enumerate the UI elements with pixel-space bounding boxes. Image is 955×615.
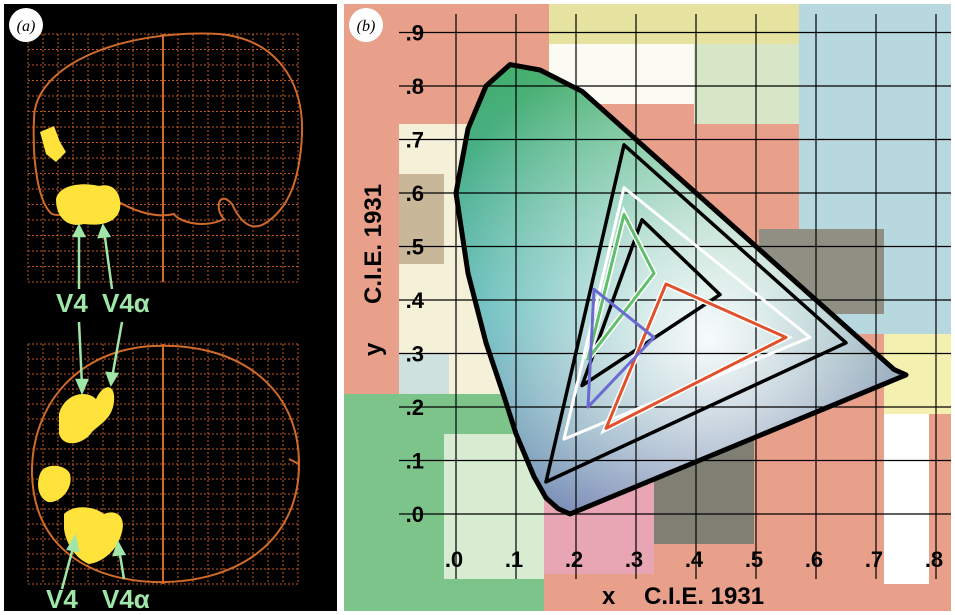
y-tick-label: .3 [406, 342, 424, 367]
y-tick-label: .8 [406, 74, 424, 99]
cie-chromaticity-panel: .0 .1 .2 .3 .4 .5 .6 .7 .8 .0 .1 .2 .3 .4 .5 .6 .7 .8 .9 (… [344, 4, 951, 611]
spectral-locus-outline [453, 62, 909, 517]
brain-glass-view-panel: (a) V4 V4α V4 V4α [4, 4, 337, 611]
gamut-triangle-green [586, 212, 656, 361]
brain-maps-svg: (a) V4 V4α V4 V4α [9, 8, 304, 611]
tick-labels: .0 .1 .2 .3 .4 .5 .6 .7 .8 .0 .1 .2 .3 .4 .5 .6 .7 .8 .9 [406, 21, 944, 573]
gamut-triangles [544, 143, 848, 484]
gamut-triangle-black [544, 143, 848, 484]
y-tick-label: .7 [406, 128, 424, 153]
x-tick-label: .3 [625, 547, 643, 572]
y-tick-label: .1 [406, 449, 424, 474]
sagittal-blob-v4 [56, 184, 121, 225]
x-tick-label: .2 [565, 547, 583, 572]
cie-diagram-svg: .0 .1 .2 .3 .4 .5 .6 .7 .8 .0 .1 .2 .3 .4 .5 .6 .7 .8 .9 (… [344, 4, 951, 611]
y-tick-label: .0 [406, 502, 424, 527]
y-tick-label: .6 [406, 181, 424, 206]
x-tick-label: .5 [745, 547, 763, 572]
x-tick-label: .8 [925, 547, 943, 572]
axial-blob-mid [38, 465, 71, 503]
y-tick-label: .2 [406, 395, 424, 420]
x-axis-label: C.I.E. 1931 [644, 583, 764, 610]
x-tick-label: .6 [805, 547, 823, 572]
y-axis-variable: y [360, 342, 387, 356]
arrows [60, 223, 126, 590]
panel-b-label: (b) [357, 18, 376, 35]
panel-a-label: (a) [17, 18, 36, 35]
y-tick-label: .5 [406, 235, 424, 260]
y-tick-label: .4 [406, 288, 425, 313]
x-tick-label: .0 [445, 547, 463, 572]
panel-a-badge [9, 8, 43, 42]
background-patches [344, 4, 951, 611]
x-tick-label: .1 [505, 547, 523, 572]
y-axis-label: C.I.E. 1931 [360, 184, 387, 304]
v4-label-bottom: V4 [46, 584, 78, 611]
axial-brain-outline [30, 344, 301, 584]
sagittal-grid [27, 33, 299, 283]
gamut-triangle-blue [586, 287, 656, 409]
axial-blob-upper [59, 387, 115, 444]
v4a-label-top: V4α [102, 288, 150, 318]
sagittal-blob-1 [40, 126, 66, 162]
v4-label-top: V4 [56, 288, 88, 318]
panel-b-badge [349, 8, 383, 42]
v4a-label-bottom: V4α [102, 584, 150, 611]
x-axis-variable: x [602, 583, 616, 610]
y-tick-label: .9 [406, 21, 424, 46]
x-tick-label: .4 [685, 547, 704, 572]
x-tick-label: .7 [865, 547, 883, 572]
